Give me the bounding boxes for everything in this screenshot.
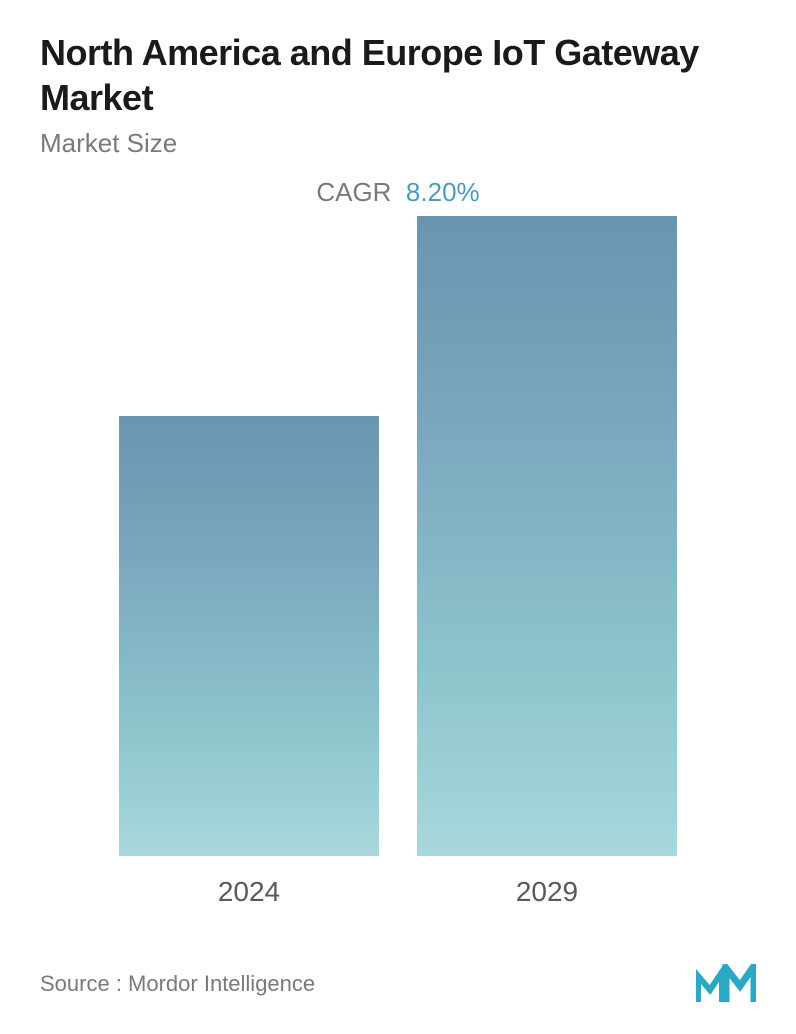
- footer: Source : Mordor Intelligence: [40, 964, 756, 1004]
- bar-1: [417, 216, 677, 856]
- bar-label-0: 2024: [218, 876, 280, 908]
- bar-group-0: 2024: [119, 416, 379, 908]
- cagr-row: CAGR 8.20%: [40, 177, 756, 208]
- bar-group-1: 2029: [417, 216, 677, 908]
- bar-0: [119, 416, 379, 856]
- mordor-logo-icon: [696, 964, 756, 1004]
- bar-label-1: 2029: [516, 876, 578, 908]
- chart-title: North America and Europe IoT Gateway Mar…: [40, 30, 756, 120]
- source-text: Source : Mordor Intelligence: [40, 971, 315, 997]
- chart-subtitle: Market Size: [40, 128, 756, 159]
- cagr-value: 8.20%: [406, 177, 480, 207]
- chart-area: 2024 2029: [40, 248, 756, 908]
- cagr-label: CAGR: [316, 177, 391, 207]
